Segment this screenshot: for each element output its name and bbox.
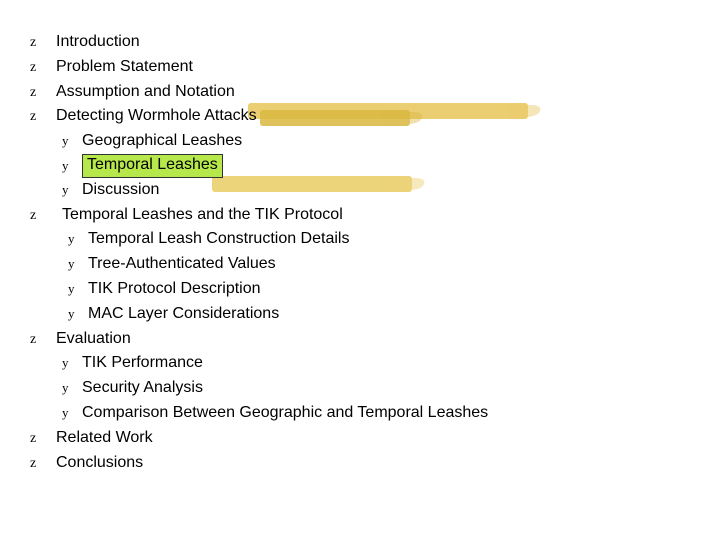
outline-subitem: yDiscussion xyxy=(56,178,720,203)
outline-sublabel: TIK Performance xyxy=(82,351,203,376)
outline-subitem: yTemporal Leash Construction Details xyxy=(62,227,720,252)
bullet-icon: z xyxy=(30,327,56,351)
bullet-icon: z xyxy=(30,203,56,227)
outline-label: Assumption and Notation xyxy=(56,80,235,105)
outline-subitem: yMAC Layer Considerations xyxy=(62,302,720,327)
outline-item: zEvaluationyTIK PerformanceySecurity Ana… xyxy=(30,327,720,426)
bullet-icon: y xyxy=(62,401,82,423)
outline-label: Temporal Leashes and the TIK Protocol xyxy=(62,203,343,228)
outline-subitem: ySecurity Analysis xyxy=(56,376,720,401)
outline-sublabel: MAC Layer Considerations xyxy=(88,302,279,327)
outline-sublabel: Geographical Leashes xyxy=(82,129,242,154)
outline-label: Introduction xyxy=(56,30,140,55)
bullet-icon: z xyxy=(30,30,56,54)
outline-item: zDetecting Wormhole AttacksyGeographical… xyxy=(30,104,720,202)
bullet-icon: z xyxy=(30,80,56,104)
outline-subitem: yTemporal Leashes xyxy=(56,154,720,178)
outline-item: zTemporal Leashes and the TIK ProtocolyT… xyxy=(30,203,720,327)
bullet-icon: z xyxy=(30,426,56,450)
outline-item: zAssumption and Notation xyxy=(30,80,720,105)
outline-label: Conclusions xyxy=(56,451,143,476)
outline-content: zIntroductionzProblem StatementzAssumpti… xyxy=(0,0,720,475)
bullet-icon: y xyxy=(68,277,88,299)
bullet-icon: y xyxy=(62,351,82,373)
outline-sublist: yGeographical LeashesyTemporal LeashesyD… xyxy=(56,129,720,202)
bullet-icon: y xyxy=(68,302,88,324)
outline-sublabel: Temporal Leash Construction Details xyxy=(88,227,349,252)
bullet-icon: z xyxy=(30,55,56,79)
outline-sublabel: Security Analysis xyxy=(82,376,203,401)
outline-subitem: yTIK Protocol Description xyxy=(62,277,720,302)
bullet-icon: y xyxy=(68,252,88,274)
outline-list: zIntroductionzProblem StatementzAssumpti… xyxy=(30,30,720,475)
outline-item: zIntroduction xyxy=(30,30,720,55)
bullet-icon: z xyxy=(30,451,56,475)
outline-sublabel: Temporal Leashes xyxy=(82,154,223,178)
outline-item: zConclusions xyxy=(30,451,720,476)
outline-item: zRelated Work xyxy=(30,426,720,451)
bullet-icon: y xyxy=(62,154,82,176)
outline-label: Related Work xyxy=(56,426,153,451)
outline-sublist: yTemporal Leash Construction DetailsyTre… xyxy=(62,227,720,326)
outline-sublabel: TIK Protocol Description xyxy=(88,277,261,302)
outline-subitem: yGeographical Leashes xyxy=(56,129,720,154)
outline-sublabel: Discussion xyxy=(82,178,159,203)
bullet-icon: y xyxy=(62,376,82,398)
outline-subitem: yComparison Between Geographic and Tempo… xyxy=(56,401,720,426)
bullet-icon: z xyxy=(30,104,56,128)
outline-label: Problem Statement xyxy=(56,55,193,80)
outline-sublabel: Comparison Between Geographic and Tempor… xyxy=(82,401,488,426)
outline-sublist: yTIK PerformanceySecurity AnalysisyCompa… xyxy=(56,351,720,425)
outline-label: Evaluation xyxy=(56,327,131,352)
outline-label: Detecting Wormhole Attacks xyxy=(56,104,257,129)
bullet-icon: y xyxy=(68,227,88,249)
bullet-icon: y xyxy=(62,178,82,200)
outline-item: zProblem Statement xyxy=(30,55,720,80)
outline-sublabel: Tree-Authenticated Values xyxy=(88,252,276,277)
outline-subitem: yTree-Authenticated Values xyxy=(62,252,720,277)
bullet-icon: y xyxy=(62,129,82,151)
outline-subitem: yTIK Performance xyxy=(56,351,720,376)
